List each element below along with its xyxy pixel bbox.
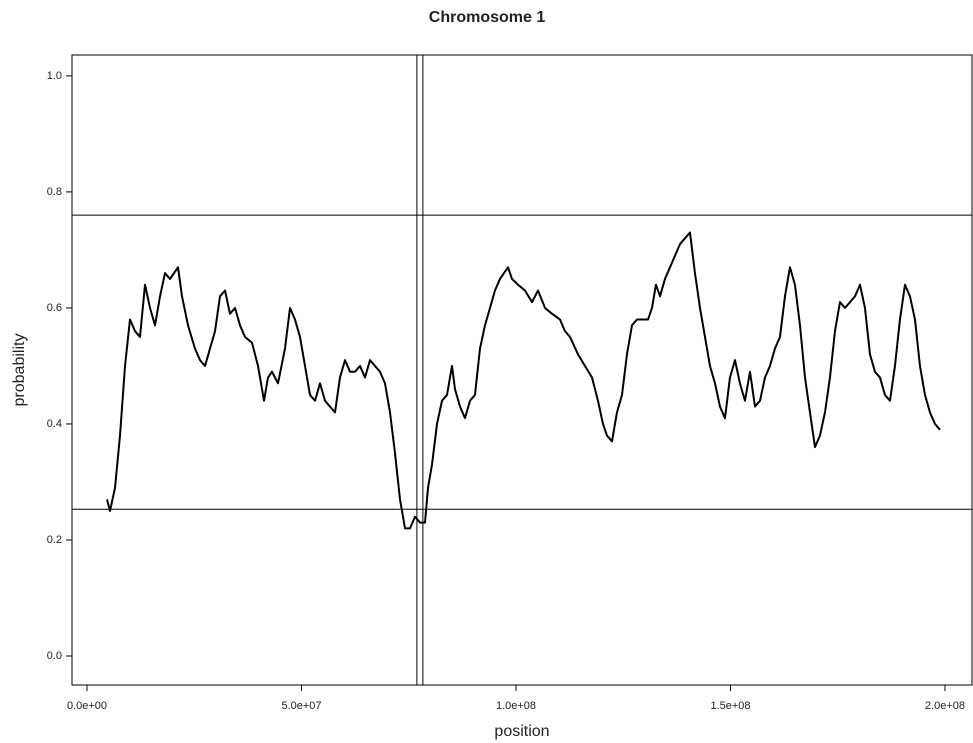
data-line [106, 231, 941, 530]
y-tick-label: 0.0 [47, 650, 62, 662]
x-tick-label: 1.5e+08 [710, 700, 750, 712]
plot-frame [71, 54, 973, 686]
x-tick-label: 2.0e+08 [925, 700, 965, 712]
y-axis-label: probability [11, 334, 28, 407]
y-tick-label: 1.0 [47, 70, 62, 82]
x-tick-label: 0.0e+00 [67, 700, 107, 712]
y-tick-label: 0.2 [47, 534, 62, 546]
chart-title: Chromosome 1 [429, 9, 546, 26]
y-tick-label: 0.6 [47, 302, 62, 314]
x-tick-label: 1.0e+08 [496, 700, 536, 712]
y-tick-label: 0.8 [47, 186, 62, 198]
y-tick-label: 0.4 [47, 418, 62, 430]
x-axis-label: position [494, 723, 549, 740]
x-tick-label: 5.0e+07 [281, 700, 321, 712]
